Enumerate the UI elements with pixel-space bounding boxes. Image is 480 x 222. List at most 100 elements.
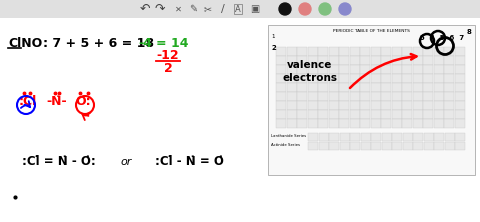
Bar <box>328 47 339 56</box>
Bar <box>403 133 413 141</box>
Bar <box>297 119 307 128</box>
Bar <box>276 83 286 92</box>
Bar <box>371 119 381 128</box>
Bar <box>455 101 465 110</box>
Bar <box>276 65 286 74</box>
Bar <box>371 83 381 92</box>
Bar <box>455 74 465 83</box>
Bar <box>413 133 423 141</box>
Bar <box>402 110 412 119</box>
Text: ↶: ↶ <box>140 2 150 16</box>
Bar <box>287 110 297 119</box>
Bar <box>433 110 444 119</box>
Text: 2: 2 <box>271 45 276 51</box>
Bar <box>276 74 286 83</box>
Bar <box>444 74 454 83</box>
Bar <box>371 56 381 65</box>
Bar <box>318 65 328 74</box>
Bar <box>371 141 381 150</box>
Bar <box>402 83 412 92</box>
Text: Lanthanide Series: Lanthanide Series <box>271 133 306 137</box>
Bar <box>339 83 349 92</box>
Bar <box>360 110 370 119</box>
Bar <box>339 74 349 83</box>
Bar <box>308 101 318 110</box>
Text: : 7 + 5 + 6 = 18: : 7 + 5 + 6 = 18 <box>43 37 154 50</box>
Bar <box>381 101 391 110</box>
Text: ✎: ✎ <box>189 4 197 14</box>
Bar <box>349 56 360 65</box>
Bar <box>403 141 413 150</box>
Bar <box>276 47 286 56</box>
Bar <box>360 101 370 110</box>
Bar <box>433 83 444 92</box>
Text: ▣: ▣ <box>251 4 260 14</box>
Bar <box>318 74 328 83</box>
Bar <box>339 133 350 141</box>
Bar <box>455 83 465 92</box>
Text: :Cl: :Cl <box>19 95 37 108</box>
Bar <box>382 141 392 150</box>
Bar <box>433 65 444 74</box>
Bar <box>349 92 360 101</box>
Bar <box>402 101 412 110</box>
Bar <box>318 110 328 119</box>
Bar <box>413 141 423 150</box>
Bar <box>444 101 454 110</box>
Bar <box>297 110 307 119</box>
Bar <box>371 47 381 56</box>
Text: = 14: = 14 <box>156 37 189 50</box>
Bar <box>423 133 434 141</box>
Bar <box>276 110 286 119</box>
Bar <box>444 65 454 74</box>
Text: /: / <box>221 4 225 14</box>
Bar <box>308 119 318 128</box>
Bar <box>392 133 402 141</box>
Text: 8: 8 <box>467 29 472 35</box>
Bar <box>392 119 402 128</box>
Bar <box>349 47 360 56</box>
Bar <box>339 65 349 74</box>
Bar <box>455 47 465 56</box>
Circle shape <box>299 3 311 15</box>
Bar <box>360 92 370 101</box>
Bar <box>444 56 454 65</box>
Bar <box>444 92 454 101</box>
Bar <box>308 141 318 150</box>
Text: :Cl̇ - Ṅ = Ȯ: :Cl̇ - Ṅ = Ȯ <box>155 155 224 168</box>
Bar <box>455 119 465 128</box>
Bar <box>319 133 329 141</box>
Bar <box>297 47 307 56</box>
Bar <box>455 141 465 150</box>
Bar <box>402 92 412 101</box>
Bar <box>349 110 360 119</box>
Bar <box>433 119 444 128</box>
Bar <box>412 47 423 56</box>
Bar <box>318 119 328 128</box>
Bar <box>434 141 444 150</box>
Bar <box>392 65 402 74</box>
Bar <box>402 56 412 65</box>
Bar <box>360 74 370 83</box>
Bar <box>318 56 328 65</box>
Bar <box>308 133 318 141</box>
Bar <box>444 83 454 92</box>
Bar <box>392 141 402 150</box>
Text: -Ṅ-: -Ṅ- <box>47 95 67 108</box>
Bar <box>339 47 349 56</box>
Bar <box>339 141 350 150</box>
Bar <box>392 92 402 101</box>
Bar <box>455 56 465 65</box>
Bar <box>392 74 402 83</box>
Bar <box>444 119 454 128</box>
Bar <box>371 74 381 83</box>
Text: 5  4  5  6  7: 5 4 5 6 7 <box>420 35 464 41</box>
Bar <box>402 65 412 74</box>
Bar <box>308 56 318 65</box>
Bar <box>433 47 444 56</box>
Text: A: A <box>235 4 241 14</box>
Bar <box>423 74 433 83</box>
Bar <box>328 65 339 74</box>
Bar <box>433 56 444 65</box>
Bar <box>297 83 307 92</box>
